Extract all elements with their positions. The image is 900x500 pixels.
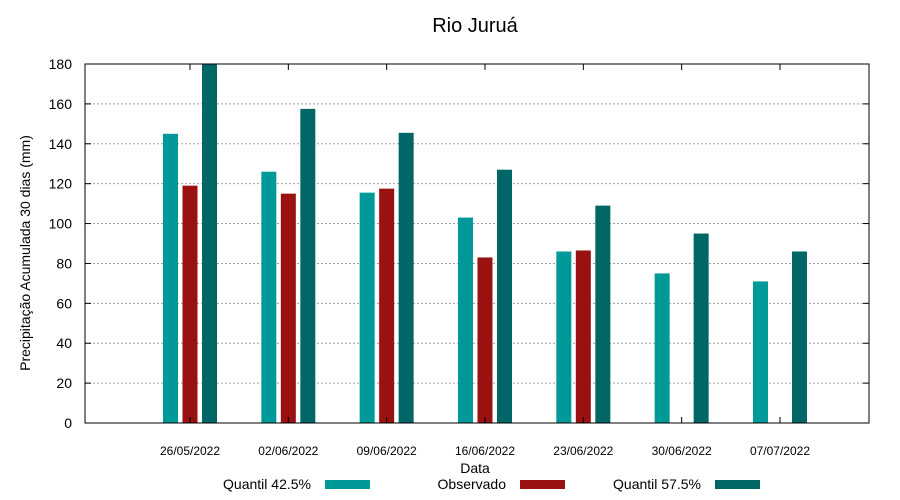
bar [457,217,473,423]
bars [163,64,807,424]
legend-label: Quantil 57.5% [613,476,701,492]
legend-swatch [520,480,565,489]
x-tick-label: 26/05/2022 [160,444,220,458]
bar [182,185,198,423]
bar [595,205,611,423]
legend: Quantil 42.5% Observado Quantil 57.5% [223,476,760,492]
bar [379,188,395,423]
y-tick-label: 140 [49,136,73,152]
bar [575,250,591,423]
bar [496,169,512,423]
y-tick-label: 20 [56,375,72,391]
y-tick-label: 100 [49,216,73,232]
y-tick-label: 160 [49,96,73,112]
legend-label: Quantil 42.5% [223,476,311,492]
y-tick-label: 60 [56,295,72,311]
x-tick-label: 09/06/2022 [357,444,417,458]
bar [477,257,493,423]
x-tick-label: 02/06/2022 [258,444,318,458]
y-tick-label: 40 [56,335,72,351]
grid-lines [85,103,869,384]
x-tick-label: 16/06/2022 [455,444,515,458]
bar [654,273,670,423]
bar [752,281,768,423]
legend-label: Observado [438,476,507,492]
bar [280,193,296,423]
x-tick-label: 30/06/2022 [652,444,712,458]
bar [261,171,277,423]
bar [556,251,572,423]
x-tick-label: 07/07/2022 [750,444,810,458]
x-tick-label: 23/06/2022 [553,444,613,458]
y-tick-label: 80 [56,255,72,271]
bar [791,251,807,423]
x-axis-label: Data [460,460,490,476]
legend-swatch [325,480,370,489]
y-ticks: 0 20 40 60 80 100 120 140 160 180 [49,56,869,431]
y-tick-label: 180 [49,56,73,72]
bar [202,64,217,423]
bar [693,233,709,423]
bar [359,192,375,423]
y-tick-label: 0 [64,415,72,431]
plot-frame [84,63,870,424]
bar [398,132,414,423]
legend-swatch [715,480,760,489]
bar [300,108,316,423]
x-ticks: 26/05/2022 02/06/2022 09/06/2022 16/06/2022… [160,64,810,458]
bar [163,133,178,424]
y-axis-label: Precipitação Acumulada 30 dias (mm) [17,135,33,371]
y-tick-label: 120 [49,176,73,192]
chart-title: Rio Juruá [432,15,518,37]
